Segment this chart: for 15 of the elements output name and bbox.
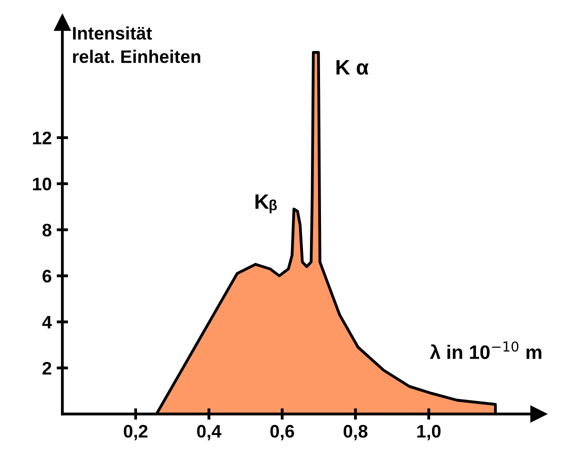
y-tick-label: 4	[42, 316, 52, 328]
annotation: K α	[336, 60, 369, 75]
y-tick-label: 6	[42, 270, 52, 283]
annotation: Kᵦ	[256, 194, 277, 214]
x-axis-title: λ in 10$^{−10}$ m	[430, 341, 542, 360]
x-tick-label: 0,4	[197, 424, 222, 440]
y-tick-label: 10	[33, 178, 52, 190]
y-tick-label: 2	[42, 362, 52, 374]
x-tick-label: 1,0	[417, 424, 441, 440]
y-tick-label: 12	[33, 132, 52, 144]
x-tick-label: 0,8	[344, 424, 368, 440]
x-tick-label: 0,2	[124, 424, 148, 440]
y-axis-title: Intensität relat. Einheiten	[73, 26, 200, 64]
x-tick-label: 0,6	[270, 424, 294, 440]
y-tick-label: 8	[42, 224, 52, 236]
